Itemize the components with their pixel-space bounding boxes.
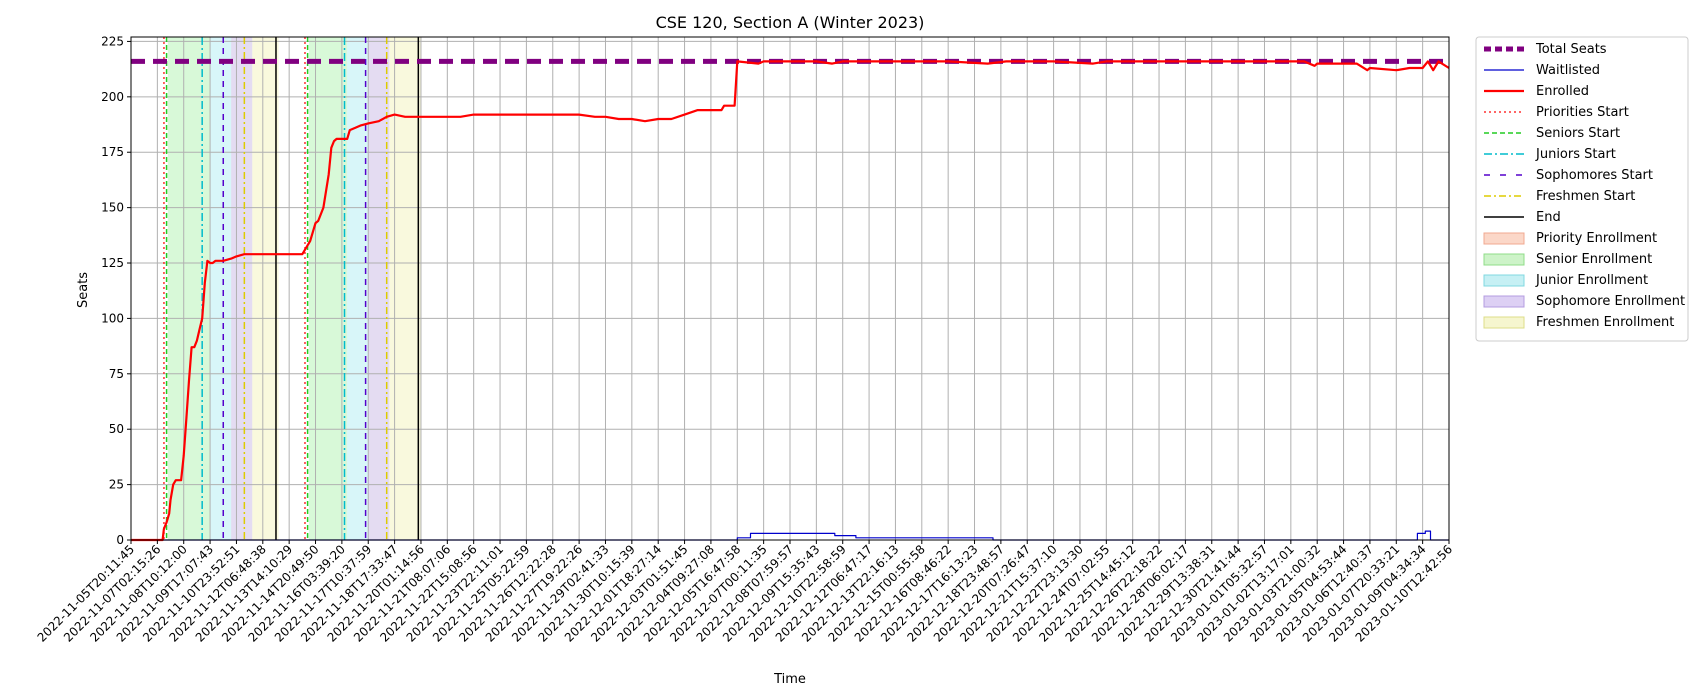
y-axis-ticks: 0 25 50 75 100 125 150 175 200 225 — [101, 34, 131, 547]
legend-swatch — [1483, 232, 1525, 245]
phase-band — [231, 37, 253, 540]
data-series — [131, 58, 1450, 542]
legend-swatch — [1483, 253, 1525, 266]
legend-swatch — [1483, 274, 1525, 287]
y-tick-label: 75 — [109, 367, 124, 381]
legend-label: Freshmen Start — [1536, 189, 1635, 204]
legend: Total Seats Waitlisted Enrolled Priorities … — [1475, 36, 1689, 342]
phase-band — [167, 37, 211, 540]
y-tick-label: 125 — [101, 256, 124, 270]
legend-label: End — [1536, 210, 1561, 225]
x-axis-title: Time — [773, 672, 806, 687]
y-tick-label: 150 — [101, 201, 124, 215]
legend-label: Total Seats — [1535, 42, 1607, 57]
y-tick-label: 175 — [101, 145, 124, 159]
y-tick-label: 200 — [101, 90, 124, 104]
y-tick-label: 100 — [101, 311, 124, 325]
legend-label: Freshmen Enrollment — [1536, 315, 1674, 330]
legend-label: Enrolled — [1536, 84, 1589, 99]
phase-band — [389, 37, 421, 540]
legend-label: Senior Enrollment — [1536, 252, 1652, 267]
series-line — [131, 530, 1449, 541]
phase-band — [347, 37, 369, 540]
legend-label: Sophomores Start — [1536, 168, 1653, 183]
y-tick-label: 50 — [109, 422, 124, 436]
phase-start-markers — [163, 37, 420, 540]
enrollment-phase-bands — [167, 37, 421, 540]
legend-swatch — [1483, 295, 1525, 308]
y-tick-label: 0 — [116, 533, 124, 547]
phase-band — [368, 37, 390, 540]
y-axis-title: Seats — [76, 272, 91, 308]
legend-label: Waitlisted — [1536, 63, 1600, 78]
x-axis-ticks: 2022-11-05T20:11:452022-11-07T02:15:2620… — [35, 540, 1455, 645]
phase-band — [210, 37, 232, 540]
legend-box — [1475, 36, 1689, 342]
legend-label: Sophomore Enrollment — [1536, 294, 1685, 309]
grid-lines — [130, 37, 1450, 541]
series-line — [131, 60, 1450, 542]
legend-label: Seniors Start — [1536, 126, 1620, 141]
legend-label: Priority Enrollment — [1536, 231, 1657, 246]
phase-band — [252, 37, 279, 540]
y-tick-label: 25 — [109, 478, 124, 492]
y-tick-label: 225 — [101, 34, 124, 48]
legend-swatch — [1483, 316, 1525, 329]
legend-label: Juniors Start — [1535, 147, 1616, 162]
chart-title: CSE 120, Section A (Winter 2023) — [656, 13, 925, 32]
legend-label: Priorities Start — [1536, 105, 1629, 120]
legend-label: Junior Enrollment — [1535, 273, 1648, 288]
